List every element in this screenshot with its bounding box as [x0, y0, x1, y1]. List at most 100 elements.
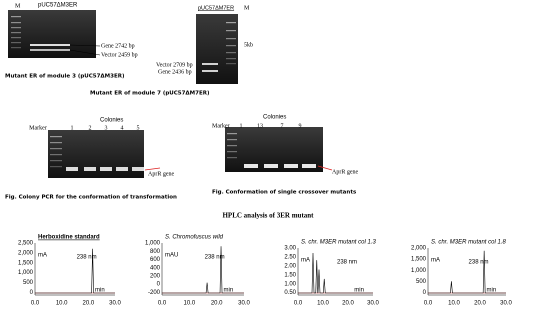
y-tick-label: -200: [148, 290, 161, 296]
x-tick-label: 30.0: [109, 301, 121, 307]
gel-title: pUC57ΔM3ER: [38, 3, 78, 9]
x-label: min: [95, 288, 105, 294]
trace: [298, 253, 373, 294]
gel-label: 5kb: [244, 42, 253, 48]
unit-label: mA: [301, 258, 310, 264]
band: [30, 44, 70, 46]
hplc-title: HPLC analysis of 3ER mutant: [222, 212, 314, 220]
y-tick-label: 500: [416, 279, 427, 285]
unit-label: mA: [38, 253, 47, 259]
band: [226, 63, 236, 65]
band: [302, 164, 316, 168]
band: [226, 22, 236, 24]
band: [132, 167, 144, 171]
x-label: min: [354, 288, 364, 294]
band: [227, 157, 237, 159]
y-tick-label: 2,000: [411, 246, 427, 252]
band: [226, 38, 236, 40]
y-tick-label: 2.50: [284, 255, 296, 261]
lane-label: 1: [240, 123, 243, 129]
y-tick-label: 1,500: [411, 257, 427, 263]
wavelength: 238 nm: [337, 260, 357, 266]
band: [50, 166, 62, 168]
pointer: [69, 49, 101, 56]
band: [50, 148, 62, 150]
gel-label: Vector 2709 bp: [156, 62, 193, 68]
gel: [196, 14, 238, 84]
x-tick-label: 30.0: [500, 301, 512, 307]
y-tick-label: 1,500: [18, 260, 34, 266]
wavelength: 238 nm: [205, 255, 225, 261]
y-tick-label: 200: [150, 274, 161, 280]
band: [50, 160, 62, 162]
lane-label: 3: [105, 125, 108, 131]
band: [50, 154, 62, 156]
trace: [428, 250, 506, 294]
x-tick-label: 0.0: [158, 301, 167, 307]
x-tick-label: 0.0: [424, 301, 433, 307]
band: [100, 167, 112, 171]
band: [11, 47, 21, 49]
y-tick-label: 1.00: [284, 281, 296, 287]
x-tick-label: 10.0: [448, 301, 460, 307]
lane-label: 2: [89, 125, 92, 131]
band: [66, 167, 78, 171]
arrow: [144, 167, 161, 171]
lane-label: 9: [299, 123, 302, 129]
y-tick-label: 2,000: [18, 250, 34, 256]
x-tick-label: 30.0: [367, 301, 379, 307]
y-tick-label: 3.00: [284, 246, 296, 252]
y-tick-label: 1,000: [18, 270, 34, 276]
x-tick-label: 30.0: [238, 301, 250, 307]
band: [30, 49, 70, 51]
x-tick-label: 0.0: [31, 301, 40, 307]
gel-label: AprR gene: [148, 171, 174, 177]
x-tick-label: 20.0: [474, 301, 486, 307]
pointer: [69, 44, 101, 47]
panel-title: S. Chromofuscus wild: [165, 235, 224, 241]
band: [227, 145, 237, 147]
band: [227, 139, 237, 141]
x-tick-label: 20.0: [82, 301, 94, 307]
arrow: [317, 165, 333, 171]
panel-title: Herboxidine standard: [38, 235, 100, 241]
band: [11, 32, 21, 34]
x-tick-label: 0.0: [294, 301, 303, 307]
y-tick-label: 0: [30, 290, 34, 296]
band: [11, 37, 21, 39]
gel-label: Vector 2459 bp: [101, 52, 138, 58]
lane-label: 4: [121, 125, 124, 131]
y-tick-label: 600: [150, 257, 161, 263]
y-tick-label: 1,000: [411, 268, 427, 274]
band: [11, 27, 21, 29]
lane-label: M: [15, 3, 21, 9]
y-tick-label: 2,500: [18, 241, 34, 247]
y-tick-label: 0.50: [284, 290, 296, 296]
y-tick-label: 400: [150, 265, 161, 271]
gel-caption: Mutant ER of module 7 (pUC57ΔM7ER): [90, 91, 210, 97]
gel-label: Gene 2436 bp: [158, 69, 192, 75]
lane-label: 5: [137, 125, 140, 131]
gel-title: pUC57ΔM7ER: [198, 5, 234, 11]
y-tick-label: 0: [423, 290, 427, 296]
lane-label: Marker: [29, 125, 47, 131]
x-tick-label: 20.0: [342, 301, 354, 307]
y-tick-label: 1.50: [284, 272, 296, 278]
lane-label: 7: [281, 123, 284, 129]
wavelength: 238 nm: [77, 255, 97, 261]
x-tick-label: 10.0: [183, 301, 195, 307]
gel-caption: Fig. Conformation of single crossover mu…: [212, 190, 357, 196]
y-tick-label: 500: [23, 280, 34, 286]
panel-title: S. chr. M3ER mutant col 1.3: [301, 240, 376, 246]
x-tick-label: 10.0: [56, 301, 68, 307]
band: [116, 167, 128, 171]
band: [264, 164, 278, 168]
x-label: min: [487, 288, 497, 294]
lane-label: M: [244, 5, 250, 11]
trace: [162, 246, 244, 294]
band: [11, 22, 21, 24]
band: [226, 52, 236, 54]
band: [11, 42, 21, 44]
gel-label: AprR gene: [332, 169, 358, 175]
